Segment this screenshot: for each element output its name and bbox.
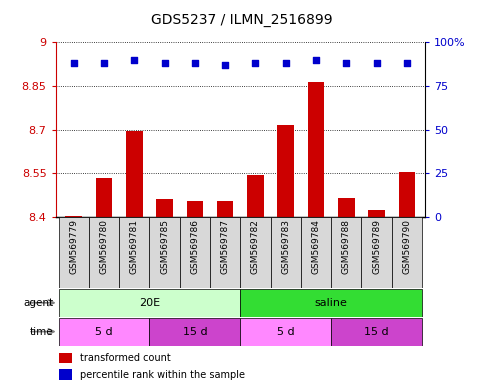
Point xyxy=(161,60,169,66)
FancyBboxPatch shape xyxy=(270,217,301,288)
Text: GSM569782: GSM569782 xyxy=(251,219,260,274)
FancyBboxPatch shape xyxy=(180,217,210,288)
FancyBboxPatch shape xyxy=(119,217,149,288)
Text: saline: saline xyxy=(315,298,348,308)
Point xyxy=(70,60,78,66)
Text: GSM569790: GSM569790 xyxy=(402,219,412,274)
FancyBboxPatch shape xyxy=(361,217,392,288)
Text: GSM569783: GSM569783 xyxy=(281,219,290,274)
FancyBboxPatch shape xyxy=(241,217,270,288)
Bar xyxy=(338,198,355,217)
Text: percentile rank within the sample: percentile rank within the sample xyxy=(80,369,244,379)
Bar xyxy=(126,131,142,217)
Text: agent: agent xyxy=(23,298,53,308)
Text: transformed count: transformed count xyxy=(80,353,170,363)
Text: 15 d: 15 d xyxy=(183,326,207,337)
FancyBboxPatch shape xyxy=(301,217,331,288)
Bar xyxy=(59,353,72,363)
FancyBboxPatch shape xyxy=(58,289,241,317)
FancyBboxPatch shape xyxy=(89,217,119,288)
Text: GSM569789: GSM569789 xyxy=(372,219,381,274)
Point xyxy=(100,60,108,66)
Bar xyxy=(277,125,294,217)
Bar xyxy=(65,216,82,217)
Bar xyxy=(368,210,385,217)
Point xyxy=(130,56,138,63)
Point xyxy=(312,56,320,63)
Point xyxy=(282,60,290,66)
FancyBboxPatch shape xyxy=(241,318,331,346)
Bar xyxy=(96,178,113,217)
Text: GSM569785: GSM569785 xyxy=(160,219,169,274)
Point xyxy=(221,62,229,68)
FancyBboxPatch shape xyxy=(149,217,180,288)
Bar xyxy=(186,201,203,217)
FancyBboxPatch shape xyxy=(149,318,241,346)
FancyBboxPatch shape xyxy=(210,217,241,288)
Bar xyxy=(247,175,264,217)
Bar xyxy=(59,369,72,380)
Bar xyxy=(217,201,233,217)
Text: GSM569787: GSM569787 xyxy=(221,219,229,274)
Text: GSM569788: GSM569788 xyxy=(342,219,351,274)
Bar xyxy=(308,81,325,217)
Point xyxy=(191,60,199,66)
FancyBboxPatch shape xyxy=(331,318,422,346)
Text: 5 d: 5 d xyxy=(277,326,295,337)
Bar xyxy=(398,172,415,217)
Bar xyxy=(156,199,173,217)
FancyBboxPatch shape xyxy=(331,217,361,288)
FancyBboxPatch shape xyxy=(58,217,89,288)
Text: 5 d: 5 d xyxy=(95,326,113,337)
FancyBboxPatch shape xyxy=(241,289,422,317)
Text: GSM569781: GSM569781 xyxy=(130,219,139,274)
Text: 15 d: 15 d xyxy=(364,326,389,337)
FancyBboxPatch shape xyxy=(392,217,422,288)
Point xyxy=(342,60,350,66)
Text: GDS5237 / ILMN_2516899: GDS5237 / ILMN_2516899 xyxy=(151,13,332,27)
Text: GSM569780: GSM569780 xyxy=(99,219,109,274)
Point xyxy=(373,60,381,66)
Point xyxy=(252,60,259,66)
Text: GSM569784: GSM569784 xyxy=(312,219,321,274)
Text: GSM569779: GSM569779 xyxy=(69,219,78,274)
FancyBboxPatch shape xyxy=(58,318,149,346)
Point xyxy=(403,60,411,66)
Text: time: time xyxy=(29,326,53,337)
Text: 20E: 20E xyxy=(139,298,160,308)
Text: GSM569786: GSM569786 xyxy=(190,219,199,274)
